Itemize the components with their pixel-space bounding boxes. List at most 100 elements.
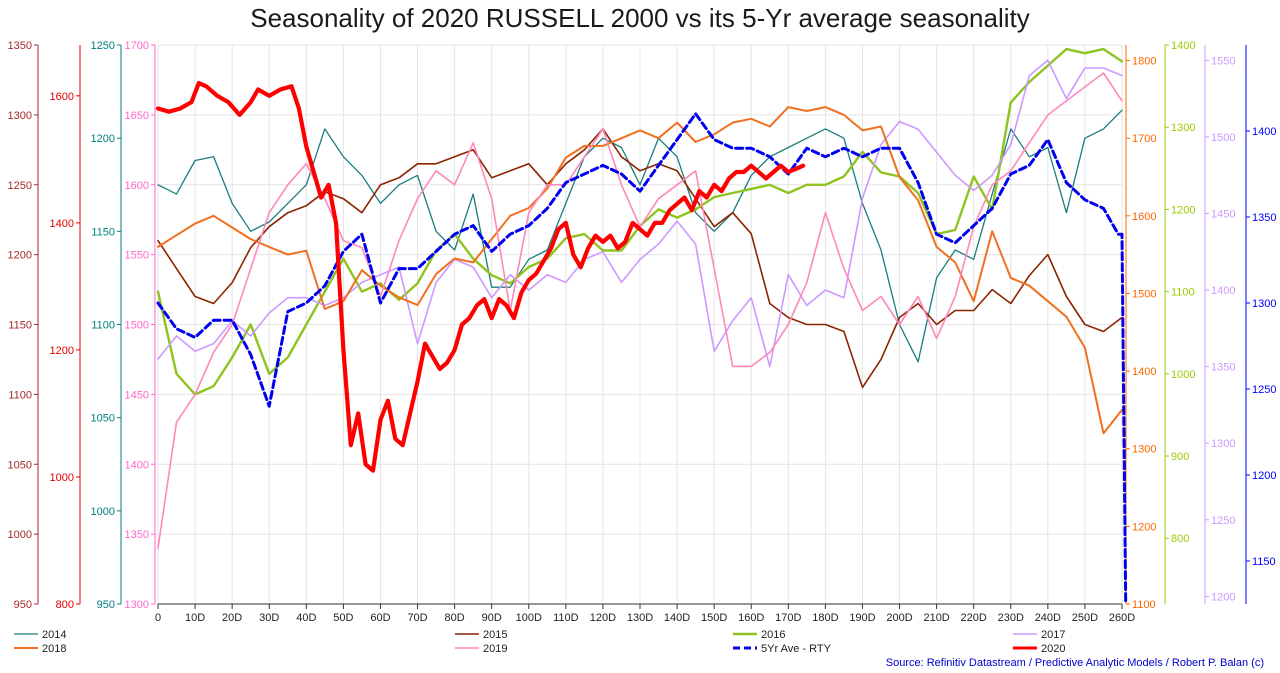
series-line-5yr-ave-rty: [156, 112, 1128, 606]
x-tick-label: 60D: [370, 612, 390, 624]
x-tick-label: 170D: [775, 612, 801, 624]
y-tick-label: 1450: [1211, 208, 1235, 220]
series-line-2014: [157, 109, 1123, 363]
y-tick-label: 1500: [1132, 288, 1156, 300]
x-tick-label: 80D: [445, 612, 465, 624]
y-tick-label: 1350: [1211, 362, 1235, 374]
y-tick-label: 1600: [125, 180, 149, 192]
y-tick-label: 1350: [8, 40, 32, 52]
y-tick-label: 1200: [91, 133, 115, 145]
y-tick-label: 1250: [1211, 515, 1235, 527]
x-tick-label: 0: [155, 612, 161, 624]
x-tick-label: 120D: [590, 612, 616, 624]
y-tick-label: 1400: [1132, 366, 1156, 378]
y-tick-label: 1250: [1252, 384, 1276, 396]
y-tick-label: 800: [1171, 533, 1189, 545]
y-tick-label: 1400: [1252, 126, 1276, 138]
y-tick-label: 1300: [1171, 122, 1195, 134]
y-tick-label: 1600: [50, 91, 74, 103]
legend-label: 2018: [42, 643, 66, 655]
y-tick-label: 1250: [91, 40, 115, 52]
y-tick-label: 1250: [8, 180, 32, 192]
y-tick-label: 1400: [1171, 40, 1195, 52]
legend-label: 5Yr Ave - RTY: [761, 643, 832, 655]
y-tick-label: 1500: [125, 320, 149, 332]
x-tick-label: 250D: [1072, 612, 1098, 624]
y-tick-label: 1100: [1171, 287, 1195, 299]
y-tick-label: 1200: [1132, 521, 1156, 533]
y-tick-label: 1700: [125, 40, 149, 52]
y-tick-label: 1650: [125, 110, 149, 122]
y-axes: 950 1000 1050 1100 1150 1200 1250 1300 1350 800 10…: [8, 40, 1277, 611]
y-tick-label: 1200: [50, 345, 74, 357]
series-line-2017: [157, 59, 1123, 368]
y-tick-label: 1450: [125, 389, 149, 401]
legend: 2014 2018 2015 2019 2016 5Yr Ave - RTY 2017 202…: [14, 629, 1065, 655]
legend-label: 2019: [483, 643, 507, 655]
y-tick-label: 1000: [8, 529, 32, 541]
x-tick-label: 10D: [185, 612, 205, 624]
y-tick-label: 1000: [50, 472, 74, 484]
y-tick-label: 950: [97, 599, 115, 611]
x-tick-label: 160D: [738, 612, 764, 624]
y-tick-label: 1150: [8, 320, 32, 332]
y-tick-label: 1350: [1252, 212, 1276, 224]
y-tick-label: 1000: [1171, 369, 1195, 381]
x-tick-label: 220D: [961, 612, 987, 624]
x-tick-label: 210D: [923, 612, 949, 624]
y-tick-label: 1400: [50, 218, 74, 230]
y-tick-label: 1300: [1211, 438, 1235, 450]
y-tick-label: 1350: [125, 529, 149, 541]
legend-label: 2020: [1041, 643, 1065, 655]
y-tick-label: 1300: [8, 110, 32, 122]
series-line-2020: [155, 80, 806, 473]
y-tick-label: 1200: [1211, 591, 1235, 603]
y-tick-label: 1050: [91, 413, 115, 425]
x-tick-label: 70D: [407, 612, 427, 624]
y-tick-label: 1300: [1252, 298, 1276, 310]
series-lines: [155, 47, 1128, 606]
y-tick-label: 1500: [1211, 132, 1235, 144]
y-tick-label: 1700: [1132, 133, 1156, 145]
y-tick-label: 1550: [1211, 55, 1235, 67]
y-tick-label: 1100: [1132, 599, 1156, 611]
x-tick-label: 50D: [333, 612, 353, 624]
x-tick-label: 40D: [296, 612, 316, 624]
x-tick-label: 140D: [664, 612, 690, 624]
x-tick-label: 20D: [222, 612, 242, 624]
y-tick-label: 800: [56, 599, 74, 611]
source-note: Source: Refinitiv Datastream / Predictiv…: [885, 657, 1264, 669]
x-tick-label: 230D: [998, 612, 1024, 624]
y-tick-label: 1100: [91, 320, 115, 332]
y-tick-label: 1150: [91, 226, 115, 238]
x-axis: 0 10D 20D 30D 40D 50D 60D 70D 80D 90D 100D 110D 120D…: [155, 603, 1135, 624]
x-tick-label: 30D: [259, 612, 279, 624]
x-tick-label: 100D: [516, 612, 542, 624]
y-tick-label: 1000: [91, 506, 115, 518]
x-tick-label: 190D: [849, 612, 875, 624]
y-tick-label: 950: [14, 599, 32, 611]
legend-label: 2016: [761, 629, 785, 641]
legend-label: 2015: [483, 629, 507, 641]
x-tick-label: 130D: [627, 612, 653, 624]
chart-title: Seasonality of 2020 RUSSELL 2000 vs its …: [250, 3, 1030, 33]
x-tick-label: 240D: [1035, 612, 1061, 624]
y-tick-label: 1050: [8, 459, 32, 471]
y-tick-label: 1200: [8, 250, 32, 262]
y-tick-label: 1400: [1211, 285, 1235, 297]
y-tick-label: 1200: [1252, 470, 1276, 482]
y-tick-label: 1800: [1132, 56, 1156, 68]
x-tick-label: 180D: [812, 612, 838, 624]
x-tick-label: 150D: [701, 612, 727, 624]
y-tick-label: 1300: [1132, 444, 1156, 456]
legend-label: 2014: [42, 629, 66, 641]
x-tick-label: 110D: [553, 612, 579, 624]
y-tick-label: 900: [1171, 451, 1189, 463]
y-tick-label: 1100: [8, 389, 32, 401]
legend-label: 2017: [1041, 629, 1065, 641]
y-tick-label: 1550: [125, 250, 149, 262]
x-tick-label: 200D: [886, 612, 912, 624]
x-tick-label: 260D: [1109, 612, 1135, 624]
y-tick-label: 1150: [1252, 556, 1276, 568]
